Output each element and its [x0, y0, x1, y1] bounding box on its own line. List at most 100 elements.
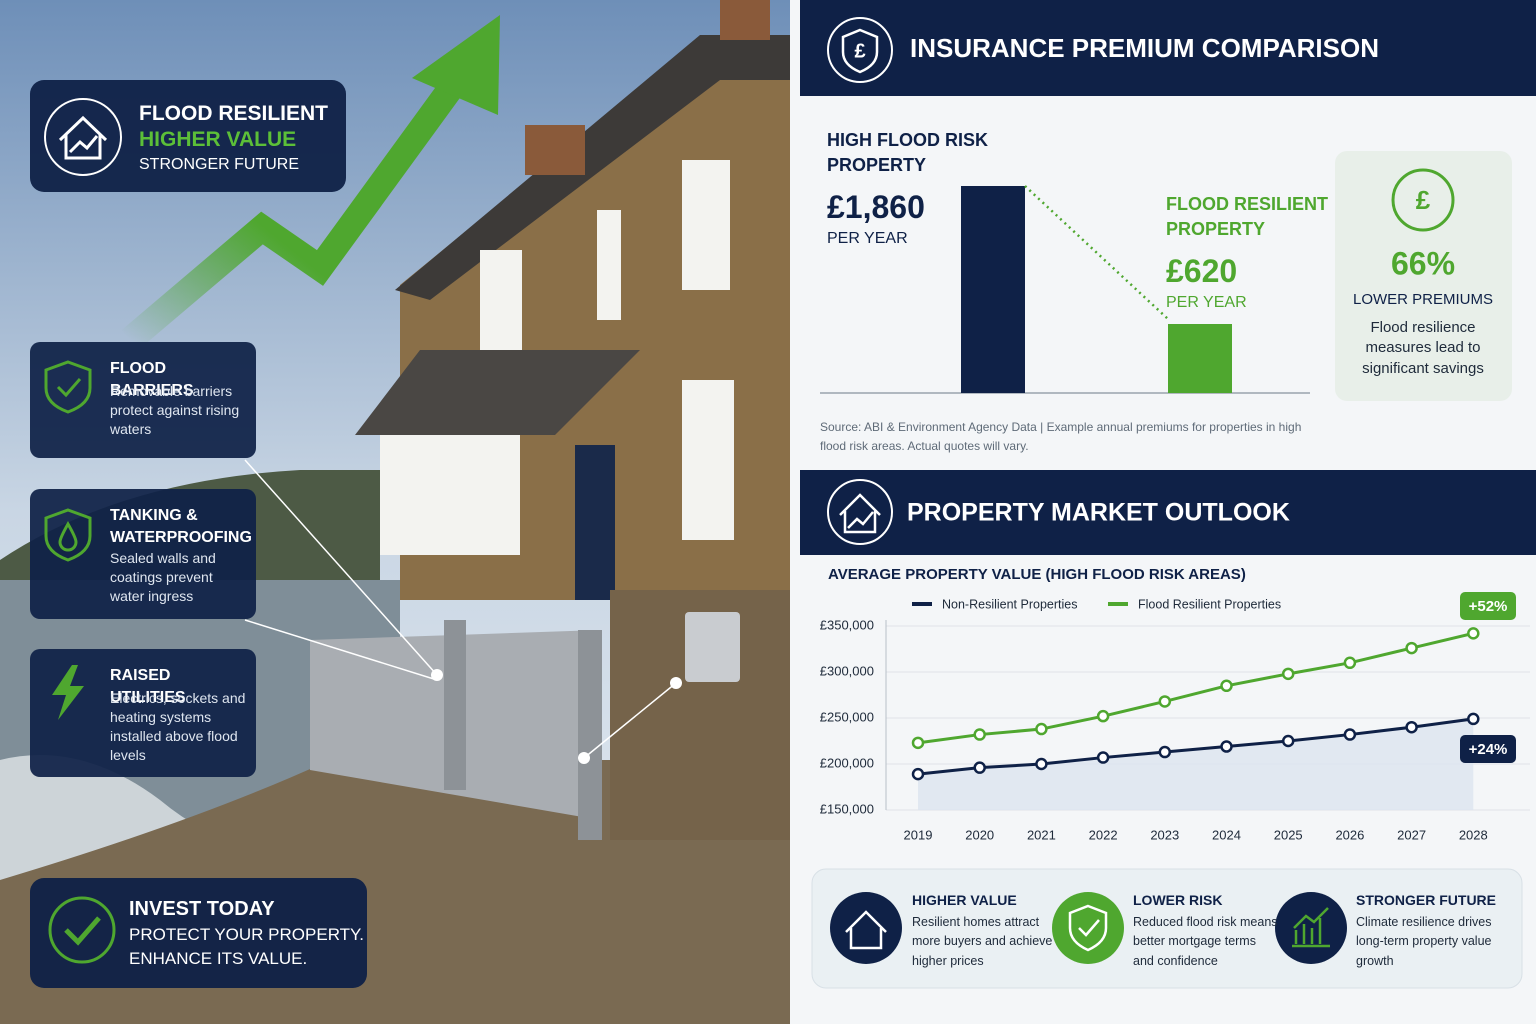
house-icon — [58, 115, 108, 160]
feature-text: Sealed walls and coatings prevent water … — [110, 550, 216, 604]
point — [1035, 757, 1048, 771]
point — [1467, 712, 1480, 726]
x-tick-label: 2019 — [904, 827, 933, 842]
barrier-post — [578, 630, 602, 840]
legend-label: Flood Resilient Properties — [1138, 597, 1281, 611]
pointer-dot — [670, 677, 682, 689]
feature-title: TANKING & WATERPROOFING — [110, 507, 252, 547]
cta-line: ENHANCE ITS VALUE. — [129, 949, 308, 968]
pointer-dot — [431, 669, 443, 681]
house-icon — [839, 493, 881, 534]
y-tick-label: £350,000 — [820, 617, 874, 632]
annotation-badge — [1460, 735, 1516, 763]
bar — [961, 186, 1025, 393]
window — [597, 210, 621, 320]
point — [1405, 720, 1418, 734]
bar — [1168, 324, 1232, 393]
point — [1281, 667, 1295, 681]
check-ring — [48, 896, 116, 964]
house-icon — [845, 910, 887, 950]
bay-window — [380, 435, 520, 555]
benefit-icon — [830, 892, 902, 964]
benefit-text: Resilient homes attract more buyers and … — [912, 915, 1053, 968]
chimney — [720, 0, 770, 40]
cta-title: INVEST TODAY — [129, 898, 275, 920]
point — [1467, 627, 1480, 640]
point — [1096, 709, 1110, 723]
savings-card — [1335, 151, 1512, 401]
growth-arrow — [121, 54, 481, 350]
pointer — [244, 619, 438, 681]
point — [1096, 751, 1110, 764]
series-line — [917, 717, 1474, 776]
section-header — [800, 470, 1536, 555]
y-tick-label: £250,000 — [820, 709, 874, 724]
period-label: PER YEAR — [1166, 294, 1247, 311]
category-label: FLOOD RESILIENT PROPERTY — [1166, 194, 1328, 240]
x-tick-label: 2026 — [1335, 827, 1364, 842]
point — [1405, 641, 1418, 655]
benefits-card — [811, 868, 1523, 989]
x-tick-label: 2028 — [1459, 827, 1488, 842]
section-header — [800, 0, 1536, 96]
value-label: £1,860 — [827, 189, 925, 225]
category-label: HIGH FLOOD RISK PROPERTY — [827, 130, 988, 176]
feature-card — [30, 489, 256, 619]
feature-card — [30, 342, 256, 458]
benefit-text: Reduced flood risk means better mortgage… — [1133, 915, 1278, 968]
shield-icon — [841, 28, 879, 74]
chimney — [525, 125, 585, 175]
utility-box — [685, 612, 740, 682]
feature-card — [30, 649, 256, 777]
benefit-title: HIGHER VALUE — [912, 892, 1017, 908]
annotation: +24% — [1469, 741, 1508, 758]
drop-icon — [44, 508, 92, 562]
savings-icon — [1391, 168, 1455, 232]
shield-icon — [44, 360, 92, 414]
y-tick-label: £300,000 — [820, 663, 874, 678]
x-tick-label: 2023 — [1150, 827, 1179, 842]
period-label: PER YEAR — [827, 230, 908, 247]
legend-label: Non-Resilient Properties — [942, 597, 1077, 611]
chart-title: AVERAGE PROPERTY VALUE (HIGH FLOOD RISK … — [828, 566, 1246, 583]
point — [1158, 695, 1172, 708]
point — [911, 736, 925, 750]
benefit-title: STRONGER FUTURE — [1356, 892, 1496, 908]
x-tick-label: 2024 — [1212, 827, 1241, 842]
point — [1158, 745, 1172, 759]
point — [1281, 734, 1295, 748]
x-tick-label: 2027 — [1397, 827, 1426, 842]
annotation: +52% — [1469, 598, 1508, 615]
savings-label: LOWER PREMIUMS — [1353, 291, 1493, 308]
section-title: PROPERTY MARKET OUTLOOK — [907, 499, 1290, 527]
x-tick-label: 2022 — [1089, 827, 1118, 842]
icon-ring — [44, 98, 122, 176]
area — [918, 718, 1474, 810]
check-icon — [64, 916, 101, 946]
shield-icon — [1068, 904, 1108, 952]
y-tick-label: £150,000 — [820, 801, 874, 816]
roof — [395, 35, 790, 300]
window — [480, 250, 522, 350]
source-note: Source: ABI & Environment Agency Data | … — [820, 420, 1302, 454]
x-tick-label: 2021 — [1027, 827, 1056, 842]
savings-value: 66% — [1391, 245, 1455, 281]
point — [973, 761, 986, 774]
point — [973, 728, 986, 741]
point — [1343, 656, 1357, 670]
x-tick-label: 2020 — [965, 827, 994, 842]
cta-card — [30, 878, 367, 988]
benefit-icon — [1052, 892, 1124, 964]
point — [1220, 679, 1233, 693]
feature-title: RAISED UTILITIES — [110, 667, 186, 707]
value-label: £620 — [1166, 253, 1238, 289]
pound-icon: £ — [854, 40, 865, 62]
section-title: INSURANCE PREMIUM COMPARISON — [910, 33, 1379, 63]
feature-title: FLOOD BARRIERS — [110, 360, 194, 400]
point — [1343, 728, 1357, 741]
benefit-title: LOWER RISK — [1133, 892, 1223, 908]
connector — [1024, 185, 1169, 320]
barrier-post — [444, 620, 466, 790]
